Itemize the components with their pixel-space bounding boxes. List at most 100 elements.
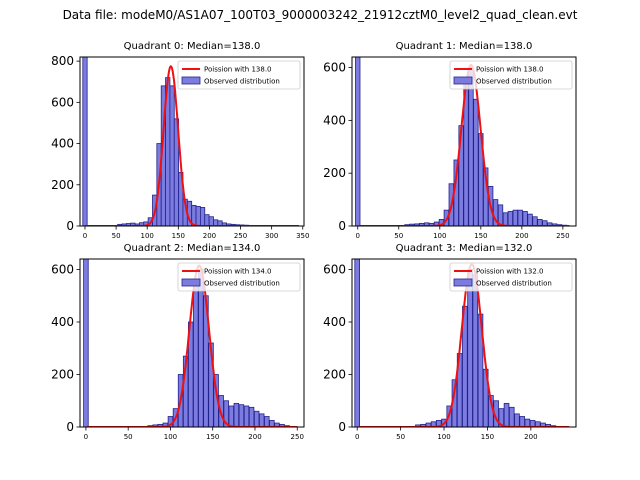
histogram-bar [522,211,528,226]
y-tick-label: 400 [323,315,346,329]
histogram-bar [467,269,473,427]
histogram-bar [497,204,504,226]
histogram-bar [157,423,164,427]
histogram-bar [238,404,245,427]
histogram-bar [420,423,426,427]
quadrant-1-chart: Quadrant 1: Median=138.0 0 50 100 150 200 250 0… [323,41,577,240]
poisson-curve [358,63,570,226]
quadrant-3-title: Quadrant 3: Median=132.0 [396,243,533,254]
histogram-bar [195,206,201,226]
y-tick-label: 200 [323,368,346,382]
histogram-bar [264,416,270,427]
y-tick-label: 400 [51,315,74,329]
x-tick-label: 100 [433,232,446,240]
histogram-bar [243,405,250,427]
quadrant-2-axes-frame [79,258,305,428]
histogram-bar [199,207,206,226]
x-tick-label: 100 [141,232,154,240]
x-tick-label: 150 [206,433,219,441]
x-tick-label: 300 [265,232,278,240]
y-tick-label: 200 [51,178,74,192]
x-tick-label: 250 [291,433,304,441]
histogram-bar [274,422,280,427]
histogram-bar [204,214,210,226]
quadrant-2-title: Quadrant 2: Median=134.0 [124,243,261,254]
legend-box [177,60,301,90]
quadrant-0-legend: Poission with 138.0 Observed distribution [177,60,301,90]
quadrant-1-title: Quadrant 1: Median=138.0 [396,41,533,52]
histogram-bar [524,418,531,427]
legend-bar-label: Observed distribution [204,280,280,288]
quadrant-3-chart: Quadrant 3: Median=132.0 0 50 100 150 200 0 200… [323,243,577,441]
x-tick-label: 100 [437,433,450,441]
y-tick-label: 400 [323,113,346,127]
histogram-bar [269,420,275,427]
y-tick-label: 600 [323,61,346,75]
y-tick-label: 400 [51,137,74,151]
x-tick-label: 50 [394,232,403,240]
x-tick-label: 0 [83,232,87,240]
histogram-bar [527,213,533,226]
histogram-bar [532,216,538,226]
histogram-bar [279,423,285,427]
legend-curve-label: Poission with 138.0 [204,66,272,74]
histogram-bar [508,406,515,427]
histogram-bar [354,259,360,427]
x-tick-label: 350 [296,232,309,240]
histogram-bar [473,98,479,226]
poisson-curve [85,64,299,226]
histogram-bar [468,67,474,226]
y-tick-label: 200 [51,368,74,382]
quadrant-1-axes-frame [351,56,577,227]
x-tick-label: 150 [481,433,494,441]
histogram-bar [198,269,204,427]
legend-curve-label: Poission with 132.0 [476,268,544,276]
y-tick-label: 0 [66,219,74,233]
x-tick-label: 100 [164,433,177,441]
histogram-bar [537,218,543,226]
histogram-bar [503,402,510,427]
y-tick-label: 600 [51,263,74,277]
x-tick-label: 200 [248,433,261,441]
y-tick-label: 800 [51,54,74,68]
histogram-bar [253,410,260,427]
histogram-bar [355,57,361,226]
legend-bar-swatch [181,278,201,287]
x-tick-label: 50 [124,433,133,441]
quadrant-0-chart: Quadrant 0: Median=138.0 0 50 100 150 200 250 3… [51,41,309,240]
histogram-bar [472,274,479,427]
x-tick-label: 150 [172,232,185,240]
histogram-bar [428,222,435,226]
histogram-bar [514,413,520,427]
x-tick-label: 0 [355,433,359,441]
y-tick-label: 0 [338,420,346,434]
histogram-bar [425,422,432,427]
histogram-bar [512,209,518,226]
x-tick-label: 250 [234,232,247,240]
poisson-curve [86,264,298,427]
y-tick-label: 600 [51,95,74,109]
quadrant-3-legend: Poission with 132.0 Observed distribution [449,262,573,292]
poisson-curve [358,263,570,427]
histogram-bar [519,416,525,427]
histogram-bar [436,420,442,427]
histogram-bar [502,212,509,226]
histogram-bar [547,222,553,226]
histogram-bar [529,420,536,427]
histogram-bar [540,422,546,427]
histogram-bar [430,421,437,427]
legend-curve-label: Poission with 134.0 [204,268,272,276]
x-tick-label: 50 [396,433,405,441]
x-tick-label: 200 [515,232,528,240]
legend-curve-label: Poission with 138.0 [476,66,544,74]
legend-box [177,262,301,292]
y-tick-label: 0 [66,420,74,434]
histogram-bar [545,423,552,427]
figure-suptitle: Data file: modeM0/AS1A07_100T03_90000032… [62,8,578,22]
histogram-bar [208,216,214,226]
legend-box [449,262,573,292]
legend-bar-label: Observed distribution [476,78,552,86]
legend-bar-swatch [181,76,201,85]
histogram-bar [424,222,430,226]
